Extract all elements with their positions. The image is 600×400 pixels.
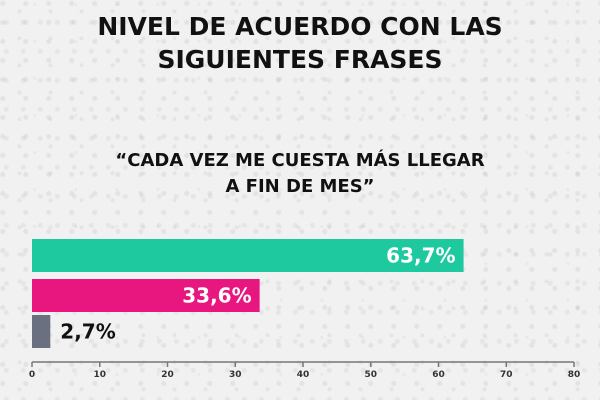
chart-title-line-2: SIGUIENTES FRASES bbox=[157, 45, 443, 74]
bar-value-label-2: 33,6% bbox=[182, 284, 251, 308]
x-axis-tick-label-0: 0 bbox=[29, 370, 35, 380]
bar-value-label-3: 2,7% bbox=[60, 320, 115, 344]
chart-title-line-1: NIVEL DE ACUERDO CON LAS bbox=[97, 12, 503, 41]
x-axis-tick-label-80: 80 bbox=[568, 370, 581, 380]
chart-subtitle-line-2: A FIN DE MES” bbox=[225, 176, 375, 197]
x-axis-tick-label-70: 70 bbox=[500, 370, 513, 380]
x-axis-tick-label-10: 10 bbox=[93, 370, 106, 380]
bar-1 bbox=[32, 239, 464, 272]
bar-value-label-1: 63,7% bbox=[386, 244, 455, 268]
chart-subtitle-line-1: “CADA VEZ ME CUESTA MÁS LLEGAR bbox=[115, 150, 485, 171]
bar-2 bbox=[32, 279, 260, 312]
x-axis-tick-label-50: 50 bbox=[364, 370, 377, 380]
x-axis-tick-label-60: 60 bbox=[432, 370, 445, 380]
x-axis-tick-label-20: 20 bbox=[161, 370, 174, 380]
chart-subtitle: “CADA VEZ ME CUESTA MÁS LLEGAR A FIN DE … bbox=[0, 148, 600, 200]
chart-title: NIVEL DE ACUERDO CON LAS SIGUIENTES FRAS… bbox=[0, 10, 600, 76]
bar-3 bbox=[32, 315, 51, 348]
x-axis-tick-label-40: 40 bbox=[297, 370, 310, 380]
x-axis-tick-label-30: 30 bbox=[229, 370, 242, 380]
